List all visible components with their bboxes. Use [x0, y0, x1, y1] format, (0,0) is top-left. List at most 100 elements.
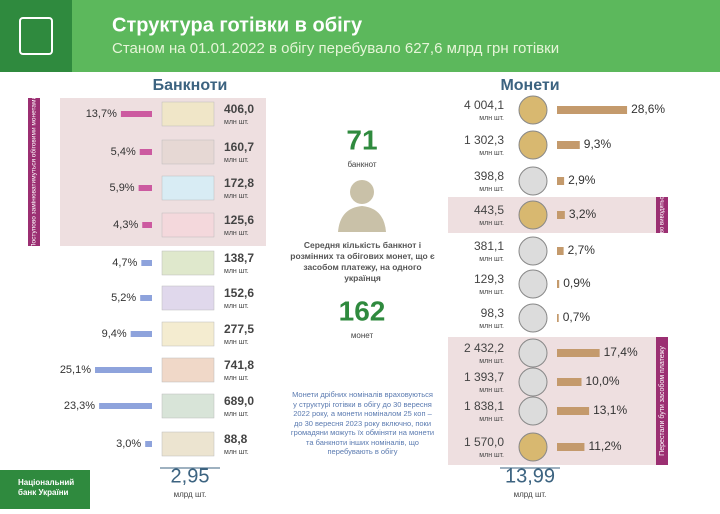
count: 741,8: [224, 358, 254, 372]
header-icon-box: [0, 0, 72, 72]
share-label: 10,0%: [586, 374, 620, 388]
unit: млн шт.: [479, 323, 504, 330]
bar: [557, 211, 565, 219]
share-label: 23,3%: [64, 400, 95, 412]
unit: млн шт.: [479, 289, 504, 296]
footer-logo-text: Національний банк України: [18, 478, 75, 497]
count: 277,5: [224, 322, 254, 336]
count: 406,0: [224, 102, 254, 116]
note-box: Монети дрібних номіналів враховуються у …: [290, 390, 435, 456]
side-label: Перестали бути засобом платежу: [658, 346, 666, 456]
count: 4 004,1: [464, 98, 504, 112]
bar: [139, 149, 152, 155]
header-icon: [19, 17, 53, 55]
share-label: 3,0%: [116, 438, 141, 450]
share-label: 0,9%: [563, 276, 591, 290]
big-number: 162: [339, 295, 386, 326]
share-label: 13,7%: [86, 108, 117, 120]
count: 138,7: [224, 251, 254, 265]
banknote-image: [161, 250, 215, 276]
unit: млн шт.: [479, 115, 504, 122]
description: Середня кількість банкнот і розмінних та…: [290, 240, 435, 283]
count: 1 570,0: [464, 435, 504, 449]
coin-image: [518, 236, 548, 266]
side-bar: [656, 197, 668, 233]
coin-image: [518, 338, 548, 368]
unit: млн шт.: [224, 411, 249, 418]
caption: монет: [351, 331, 374, 340]
header-band: [0, 0, 720, 72]
count: 129,3: [474, 272, 504, 286]
count: 2 432,2: [464, 341, 504, 355]
count: 1 302,3: [464, 133, 504, 147]
bar: [141, 260, 152, 266]
share-label: 3,2%: [569, 207, 597, 221]
caption: банкнот: [347, 160, 376, 169]
highlight: [448, 197, 664, 233]
unit: млн шт.: [479, 358, 504, 365]
unit: млн шт.: [479, 387, 504, 394]
person-icon: [350, 180, 374, 204]
side-bar: [656, 337, 668, 465]
coin-image: [518, 130, 548, 160]
unit: млн шт.: [479, 256, 504, 263]
banknote-image: [161, 101, 215, 127]
share-label: 9,4%: [102, 328, 127, 340]
share-label: 4,7%: [112, 257, 137, 269]
count: 1 393,7: [464, 370, 504, 384]
banknote-image: [161, 175, 215, 201]
share-label: 2,9%: [568, 173, 596, 187]
count: 689,0: [224, 394, 254, 408]
description-box: Середня кількість банкнот і розмінних та…: [290, 240, 435, 283]
count: 88,8: [224, 432, 248, 446]
subtitle: Станом на 01.01.2022 в обігу перебувало …: [112, 40, 559, 57]
total: 2,95: [171, 465, 210, 487]
section-title: Банкноти: [153, 77, 228, 94]
share-label: 28,6%: [631, 102, 665, 116]
banknote-image: [161, 285, 215, 311]
unit: млн шт.: [479, 452, 504, 459]
bar: [120, 111, 152, 117]
total-unit: млрд шт.: [514, 490, 547, 499]
big-number: 71: [346, 124, 377, 155]
share-label: 17,4%: [604, 345, 638, 359]
bar: [95, 367, 152, 373]
unit: млн шт.: [224, 268, 249, 275]
count: 160,7: [224, 140, 254, 154]
bar: [557, 407, 590, 415]
coin-image: [518, 166, 548, 196]
bar: [557, 314, 559, 322]
count: 152,6: [224, 286, 254, 300]
unit: млн шт.: [224, 119, 249, 126]
share-label: 9,3%: [584, 137, 612, 151]
bar: [557, 349, 600, 357]
side-bar: [28, 98, 40, 246]
coin-image: [518, 396, 548, 426]
coin-image: [518, 269, 548, 299]
share-label: 11,2%: [588, 439, 621, 453]
bar: [557, 280, 560, 288]
count: 172,8: [224, 176, 254, 190]
share-label: 5,2%: [111, 292, 136, 304]
banknote-image: [161, 357, 215, 383]
note: Монети дрібних номіналів враховуються у …: [290, 390, 435, 456]
count: 398,8: [474, 169, 504, 183]
bar: [138, 185, 152, 191]
unit: млн шт.: [479, 186, 504, 193]
share-label: 13,1%: [593, 403, 627, 417]
bar: [99, 403, 152, 409]
bar: [557, 141, 580, 149]
coin-image: [518, 432, 548, 462]
banknote-image: [161, 431, 215, 457]
share-label: 5,9%: [110, 182, 135, 194]
bar: [145, 441, 152, 447]
unit: млн шт.: [479, 220, 504, 227]
bar: [142, 222, 152, 228]
share-label: 4,3%: [113, 219, 138, 231]
bar: [557, 177, 565, 185]
coin-image: [518, 367, 548, 397]
bar: [557, 106, 628, 114]
footer-logo: Національний банк України: [18, 478, 75, 497]
total: 13,99: [505, 465, 555, 487]
